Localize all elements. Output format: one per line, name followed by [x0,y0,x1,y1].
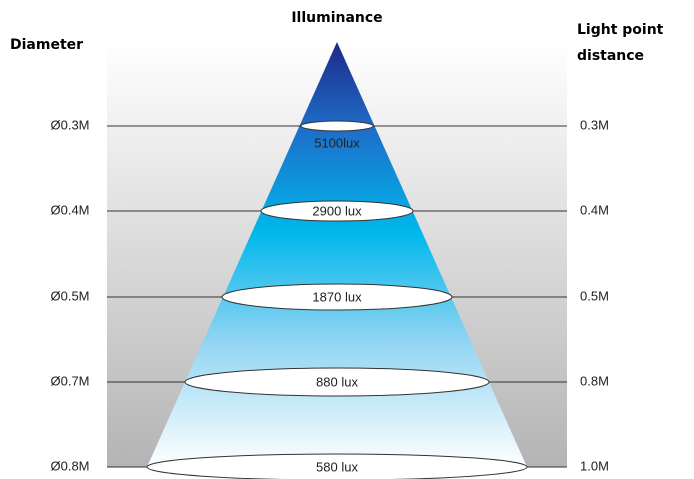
illuminance-label: 5100lux [314,135,360,150]
diameter-label: Ø0.7M [50,373,89,388]
diameter-label: Ø0.8M [50,458,89,473]
right-header: distance [577,48,644,64]
diameter-label: Ø0.3M [50,117,89,132]
distance-label: 0.8M [580,373,609,388]
distance-label: 0.3M [580,117,609,132]
light-cone [147,42,527,467]
right-header: Light point [577,22,664,38]
rows: Ø0.3M 5100lux 0.3M Ø0.4M 2900 lux 0.4M Ø0.5M 18… [50,117,609,479]
left-header: Diameter [10,37,83,53]
illuminance-label: 880 lux [316,374,358,389]
illuminance-label: 1870 lux [312,289,362,304]
light-spot [260,200,414,222]
diameter-label: Ø0.4M [50,202,89,217]
diameter-label: Ø0.5M [50,288,89,303]
light-spot [221,283,453,311]
distance-label: 0.4M [580,202,609,217]
illuminance-label: 580 lux [316,459,358,474]
light-spot [146,453,528,479]
distance-label: 0.5M [580,288,609,303]
title: Illuminance [291,10,382,26]
light-spot [300,120,374,132]
distance-label: 1.0M [580,458,609,473]
illuminance-label: 2900 lux [312,203,362,218]
light-spot [184,367,490,397]
